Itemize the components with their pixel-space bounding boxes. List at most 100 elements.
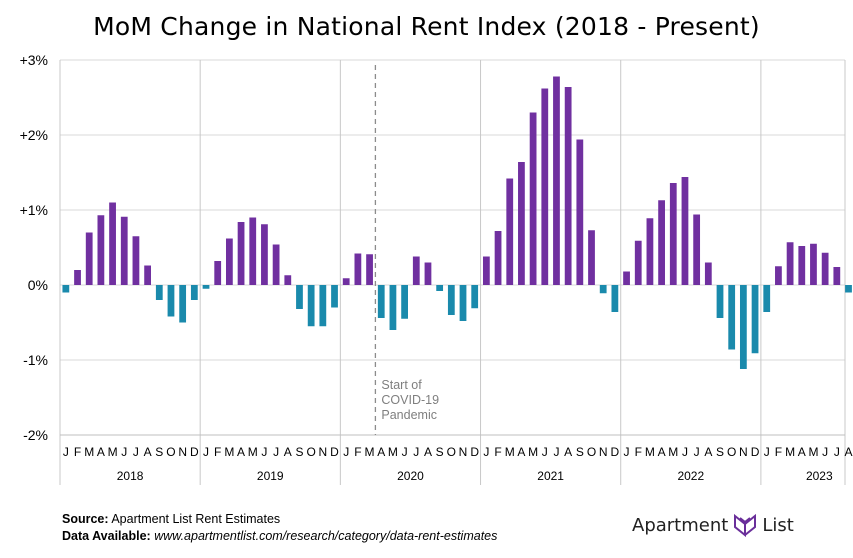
month-tick-label: M [505, 445, 515, 459]
bar [307, 285, 315, 327]
month-tick-label: F [775, 445, 782, 459]
bar [518, 162, 525, 285]
year-label: 2019 [257, 469, 284, 483]
month-tick-label: N [318, 445, 327, 459]
bar [225, 238, 233, 285]
month-tick-label: J [133, 445, 139, 459]
month-tick-label: A [704, 445, 712, 459]
month-tick-label: D [190, 445, 199, 459]
month-tick-label: J [694, 445, 700, 459]
month-tick-label: M [365, 445, 375, 459]
bar [85, 232, 93, 285]
month-tick-label: D [751, 445, 760, 459]
bar [553, 76, 560, 285]
month-tick-label: A [377, 445, 385, 459]
month-tick-label: J [553, 445, 559, 459]
month-tick-label: F [494, 445, 501, 459]
year-label: 2020 [397, 469, 424, 483]
bar [611, 285, 619, 312]
month-tick-label: J [764, 445, 770, 459]
bar [623, 271, 630, 285]
month-tick-label: F [635, 445, 642, 459]
month-tick-label: D [611, 445, 620, 459]
covid-annotation-text: Pandemic [381, 408, 437, 422]
month-tick-label: F [74, 445, 81, 459]
bar [704, 262, 712, 285]
month-tick-label: A [844, 445, 852, 459]
month-tick-label: O [447, 445, 456, 459]
bar-layer [62, 76, 852, 369]
bar [669, 183, 677, 285]
month-tick-label: J [63, 445, 69, 459]
bar [412, 256, 420, 285]
bar [775, 266, 782, 285]
month-tick-label: J [624, 445, 630, 459]
month-tick-label: N [459, 445, 468, 459]
bar [132, 236, 140, 285]
month-tick-label: N [739, 445, 748, 459]
bar [354, 253, 362, 285]
bar [798, 246, 806, 285]
bar [366, 254, 373, 285]
month-tick-label: J [413, 445, 419, 459]
month-tick-label: S [295, 445, 303, 459]
bar [214, 261, 222, 285]
month-tick-label: S [155, 445, 163, 459]
bar [284, 275, 292, 285]
bar [74, 270, 81, 285]
bar [821, 252, 829, 285]
month-tick-label: J [682, 445, 688, 459]
month-tick-label: J [261, 445, 267, 459]
source-text: Apartment List Rent Estimates [111, 512, 281, 526]
bar [681, 177, 689, 285]
year-label: 2018 [117, 469, 144, 483]
month-tick-label: M [668, 445, 678, 459]
month-tick-label: J [822, 445, 828, 459]
month-tick-label: J [273, 445, 279, 459]
label-layer: +3%+2%+1%0%-1%-2%J F M A M J J A S O N D J F M A M J J A S O N… [20, 52, 853, 483]
data-available-line: Data Available: www.apartmentlist.com/re… [62, 529, 497, 543]
axis-layer [60, 65, 845, 436]
data-url: www.apartmentlist.com/research/category/… [154, 529, 498, 543]
bar [109, 202, 116, 285]
bar [693, 214, 701, 285]
month-tick-label: M [248, 445, 258, 459]
month-tick-label: A [284, 445, 292, 459]
month-tick-label: D [330, 445, 339, 459]
month-tick-label: J [343, 445, 349, 459]
bar [97, 215, 105, 285]
month-tick-label: S [576, 445, 584, 459]
bar [272, 244, 280, 285]
grid-layer [59, 59, 846, 485]
y-tick-label: 0% [28, 277, 48, 293]
bar [155, 285, 163, 300]
bar [202, 285, 210, 289]
bar [424, 262, 432, 285]
month-tick-label: M [645, 445, 655, 459]
y-tick-label: +1% [20, 202, 48, 218]
month-tick-label: A [658, 445, 666, 459]
month-tick-label: A [517, 445, 525, 459]
bar [296, 285, 303, 309]
month-tick-label: J [834, 445, 840, 459]
y-tick-label: -1% [23, 352, 48, 368]
bar [237, 222, 245, 285]
bar [249, 217, 257, 285]
brand-logo: Apartment List [632, 512, 794, 538]
bar [588, 230, 595, 285]
month-tick-label: O [587, 445, 596, 459]
bar [763, 285, 771, 312]
bar [786, 242, 794, 285]
month-tick-label: S [716, 445, 724, 459]
month-tick-label: O [306, 445, 315, 459]
covid-annotation-text: Start of [381, 378, 422, 392]
bar [401, 285, 408, 319]
y-tick-label: +3% [20, 52, 48, 68]
bar [447, 285, 455, 315]
bar [319, 285, 327, 327]
month-tick-label: N [178, 445, 187, 459]
month-tick-label: M [808, 445, 818, 459]
bar [62, 285, 70, 293]
bar [144, 265, 151, 285]
bar [728, 285, 736, 350]
